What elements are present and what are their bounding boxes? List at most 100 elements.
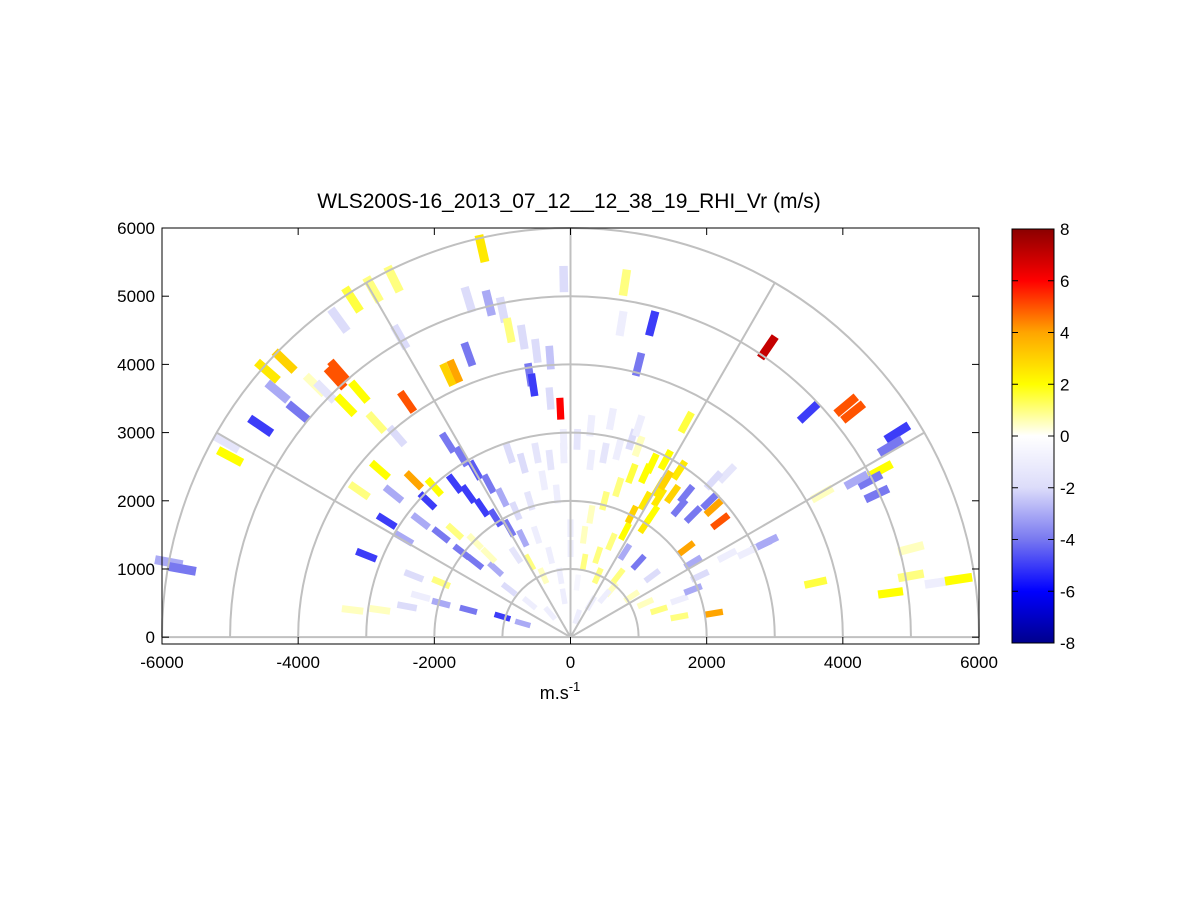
data-cell — [341, 285, 364, 314]
data-cell — [495, 487, 510, 508]
data-cell — [531, 442, 542, 464]
x-axis-label: m.s-1 — [540, 679, 581, 703]
data-cell — [579, 553, 589, 571]
data-cell — [586, 449, 596, 471]
data-cell — [543, 605, 558, 621]
data-cell — [664, 483, 682, 505]
data-cell — [833, 393, 860, 417]
data-cell — [757, 334, 779, 361]
data-cell — [803, 576, 828, 589]
data-cell — [883, 421, 912, 444]
data-cell — [500, 581, 518, 597]
x-axis-label-exponent: -1 — [569, 679, 581, 694]
radial-spoke — [569, 431, 925, 639]
data-cell — [670, 497, 689, 518]
data-cell — [840, 400, 867, 424]
data-cell — [703, 608, 724, 619]
x-tick-label: 4000 — [824, 653, 862, 672]
data-cell — [527, 373, 539, 397]
data-cell — [382, 484, 405, 504]
data-cell — [625, 462, 639, 485]
x-tick-label: -2000 — [413, 653, 456, 672]
data-cell — [605, 532, 618, 551]
data-cell — [334, 393, 358, 418]
data-cell — [856, 470, 884, 490]
data-cell — [509, 501, 523, 521]
data-cell — [689, 568, 710, 583]
data-cell — [445, 473, 464, 494]
data-cell — [459, 483, 477, 505]
data-cell — [327, 306, 351, 334]
data-cell — [863, 484, 891, 504]
data-cell — [481, 473, 497, 495]
data-cell — [403, 569, 425, 583]
x-tick-label: -4000 — [276, 653, 319, 672]
plot-area: -6000 -4000 -2000 0 2000 4000 6000 0 1000 2000 30… — [117, 219, 998, 672]
data-cell — [460, 341, 477, 368]
data-cell — [545, 546, 555, 565]
colorbar-tick-label: 6 — [1060, 272, 1069, 291]
data-cell — [586, 504, 596, 524]
data-cell — [615, 310, 628, 337]
data-cell — [264, 379, 291, 404]
data-cell — [703, 498, 724, 518]
data-cell — [591, 567, 604, 585]
chart-title: WLS200S-16_2013_07_12__12_38_19_RHI_Vr (… — [317, 190, 821, 213]
data-cell — [369, 604, 391, 615]
data-cell — [383, 264, 404, 294]
data-cell — [487, 560, 505, 578]
colorbar-tick-label: 8 — [1060, 220, 1069, 239]
y-tick-label: 2000 — [117, 492, 155, 511]
data-cell — [617, 542, 633, 561]
data-cell — [559, 588, 568, 605]
data-cell — [631, 414, 646, 438]
data-cell — [657, 469, 675, 491]
data-cell — [397, 389, 418, 414]
data-cell — [612, 476, 625, 498]
y-tick-label: 0 — [146, 628, 155, 647]
x-tick-label: -6000 — [140, 653, 183, 672]
data-cell — [670, 612, 689, 622]
colorbar-ticks: 8 6 4 2 0 -2 -4 -6 -8 — [1012, 220, 1075, 653]
data-cell — [877, 587, 904, 599]
y-tick-label: 6000 — [117, 219, 155, 238]
data-cell — [390, 323, 411, 351]
data-cell — [644, 452, 660, 475]
radial-spoke — [569, 282, 776, 638]
data-cell — [285, 400, 312, 424]
data-cell — [677, 410, 695, 434]
colorbar-tick-label: 2 — [1060, 375, 1069, 394]
y-tick-label: 4000 — [117, 355, 155, 374]
data-cell — [683, 554, 703, 570]
data-cell — [677, 483, 696, 504]
data-cell — [657, 448, 674, 471]
data-cell — [572, 608, 583, 625]
data-cell — [586, 414, 596, 437]
data-cell — [216, 446, 245, 467]
data-cell — [612, 438, 625, 461]
y-tick-label: 5000 — [117, 287, 155, 306]
data-cell — [645, 310, 660, 337]
data-cell — [530, 525, 543, 545]
data-cell — [508, 546, 524, 565]
data-cell — [410, 590, 431, 603]
data-cell — [716, 463, 738, 484]
data-cell — [531, 338, 542, 364]
data-cell — [403, 470, 425, 491]
data-cell — [355, 547, 378, 563]
data-cell — [538, 470, 549, 491]
data-cell — [341, 605, 364, 615]
radial-spoke — [216, 431, 572, 639]
data-cell — [573, 574, 582, 591]
data-cell — [559, 428, 568, 450]
data-cell — [796, 400, 821, 424]
data-cell — [592, 546, 604, 565]
data-cell — [545, 387, 555, 410]
data-cell — [347, 481, 371, 501]
data-cell — [700, 491, 720, 511]
data-cell — [644, 504, 661, 525]
data-cell — [348, 379, 371, 404]
x-tick-label: 6000 — [960, 653, 998, 672]
data-cell — [313, 379, 338, 404]
